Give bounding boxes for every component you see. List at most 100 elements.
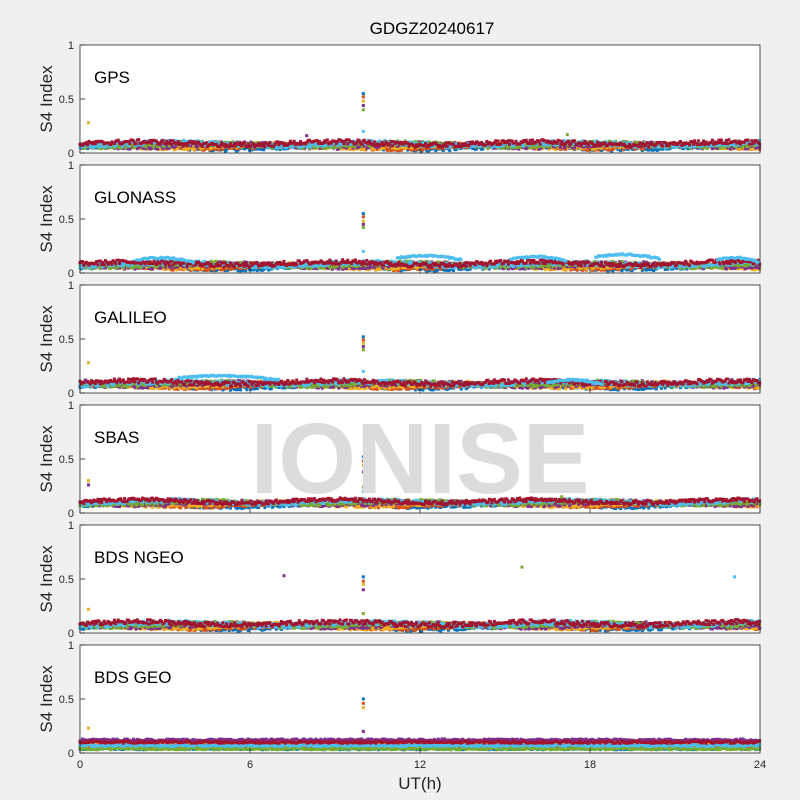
data-point [495,142,499,146]
data-point [114,144,118,148]
data-point [100,146,104,150]
data-point [722,146,726,150]
data-point [611,147,615,151]
data-point [599,146,603,150]
data-point [750,147,754,151]
data-point [346,144,350,148]
data-point [378,144,382,148]
data-point [200,267,204,271]
data-point [652,148,656,152]
data-point [501,144,505,148]
data-point [381,146,385,150]
data-point [490,145,494,149]
data-point [221,148,225,152]
data-point [394,147,398,151]
data-point [88,145,92,149]
data-point [343,144,347,148]
data-point [288,144,292,148]
data-point [584,145,588,149]
data-point [327,146,331,150]
data-point [746,138,750,142]
data-point [638,141,642,145]
data-point [217,148,221,152]
data-point [538,142,542,146]
data-point [278,147,282,151]
data-point [211,140,215,144]
data-point [387,146,391,150]
data-point [563,146,566,150]
data-point [109,144,113,148]
data-point [573,139,577,143]
data-point [656,148,660,152]
spike-point [361,92,365,96]
data-point [644,143,648,147]
data-point [213,145,217,149]
data-point [610,149,614,153]
data-point [406,148,410,152]
data-point [512,144,515,148]
data-point [496,139,500,143]
data-point [619,149,623,153]
data-point [174,144,178,148]
data-point [193,147,197,151]
data-point [617,146,621,150]
data-point [612,145,616,149]
data-point [517,147,521,151]
data-point [167,144,171,148]
data-point [727,138,731,142]
data-point [737,148,741,152]
data-point [719,138,723,142]
data-point [582,145,586,149]
data-point [441,149,445,153]
data-point [564,147,568,151]
data-point [334,145,338,149]
data-point [513,146,517,150]
outlier-point [565,133,569,137]
data-point [626,147,630,151]
data-point [443,144,447,148]
data-point [158,147,162,151]
data-point [570,144,574,148]
data-point [432,143,436,147]
y-tick-label: 0 [68,148,74,160]
data-point [175,147,179,151]
data-point [197,266,201,270]
data-point [522,144,526,148]
data-point [378,139,382,143]
data-point [548,144,552,148]
data-point [547,143,551,147]
data-point [129,143,133,147]
data-point [745,145,749,149]
data-point [348,143,352,147]
data-point [329,144,333,148]
data-point [510,146,514,150]
data-point [149,141,153,145]
data-point [710,147,714,151]
data-point [701,139,705,143]
data-point [658,140,662,144]
data-point [115,142,119,146]
data-point [152,145,156,149]
data-point [587,143,591,147]
data-point [351,146,355,150]
data-point [716,147,719,151]
data-point [355,141,359,145]
data-point [448,149,452,153]
data-point [299,145,303,149]
data-point [362,148,366,152]
data-point [156,147,160,151]
data-point [486,146,490,150]
data-point [226,141,230,145]
data-point [452,269,456,273]
data-point [555,141,559,145]
data-point [342,142,346,146]
data-point [162,144,166,148]
data-point [323,144,327,148]
data-point [703,146,707,150]
data-point [682,145,686,149]
data-point [195,147,199,151]
data-point [370,139,374,143]
data-point [758,142,762,146]
data-point [390,148,394,152]
data-point [126,144,130,148]
